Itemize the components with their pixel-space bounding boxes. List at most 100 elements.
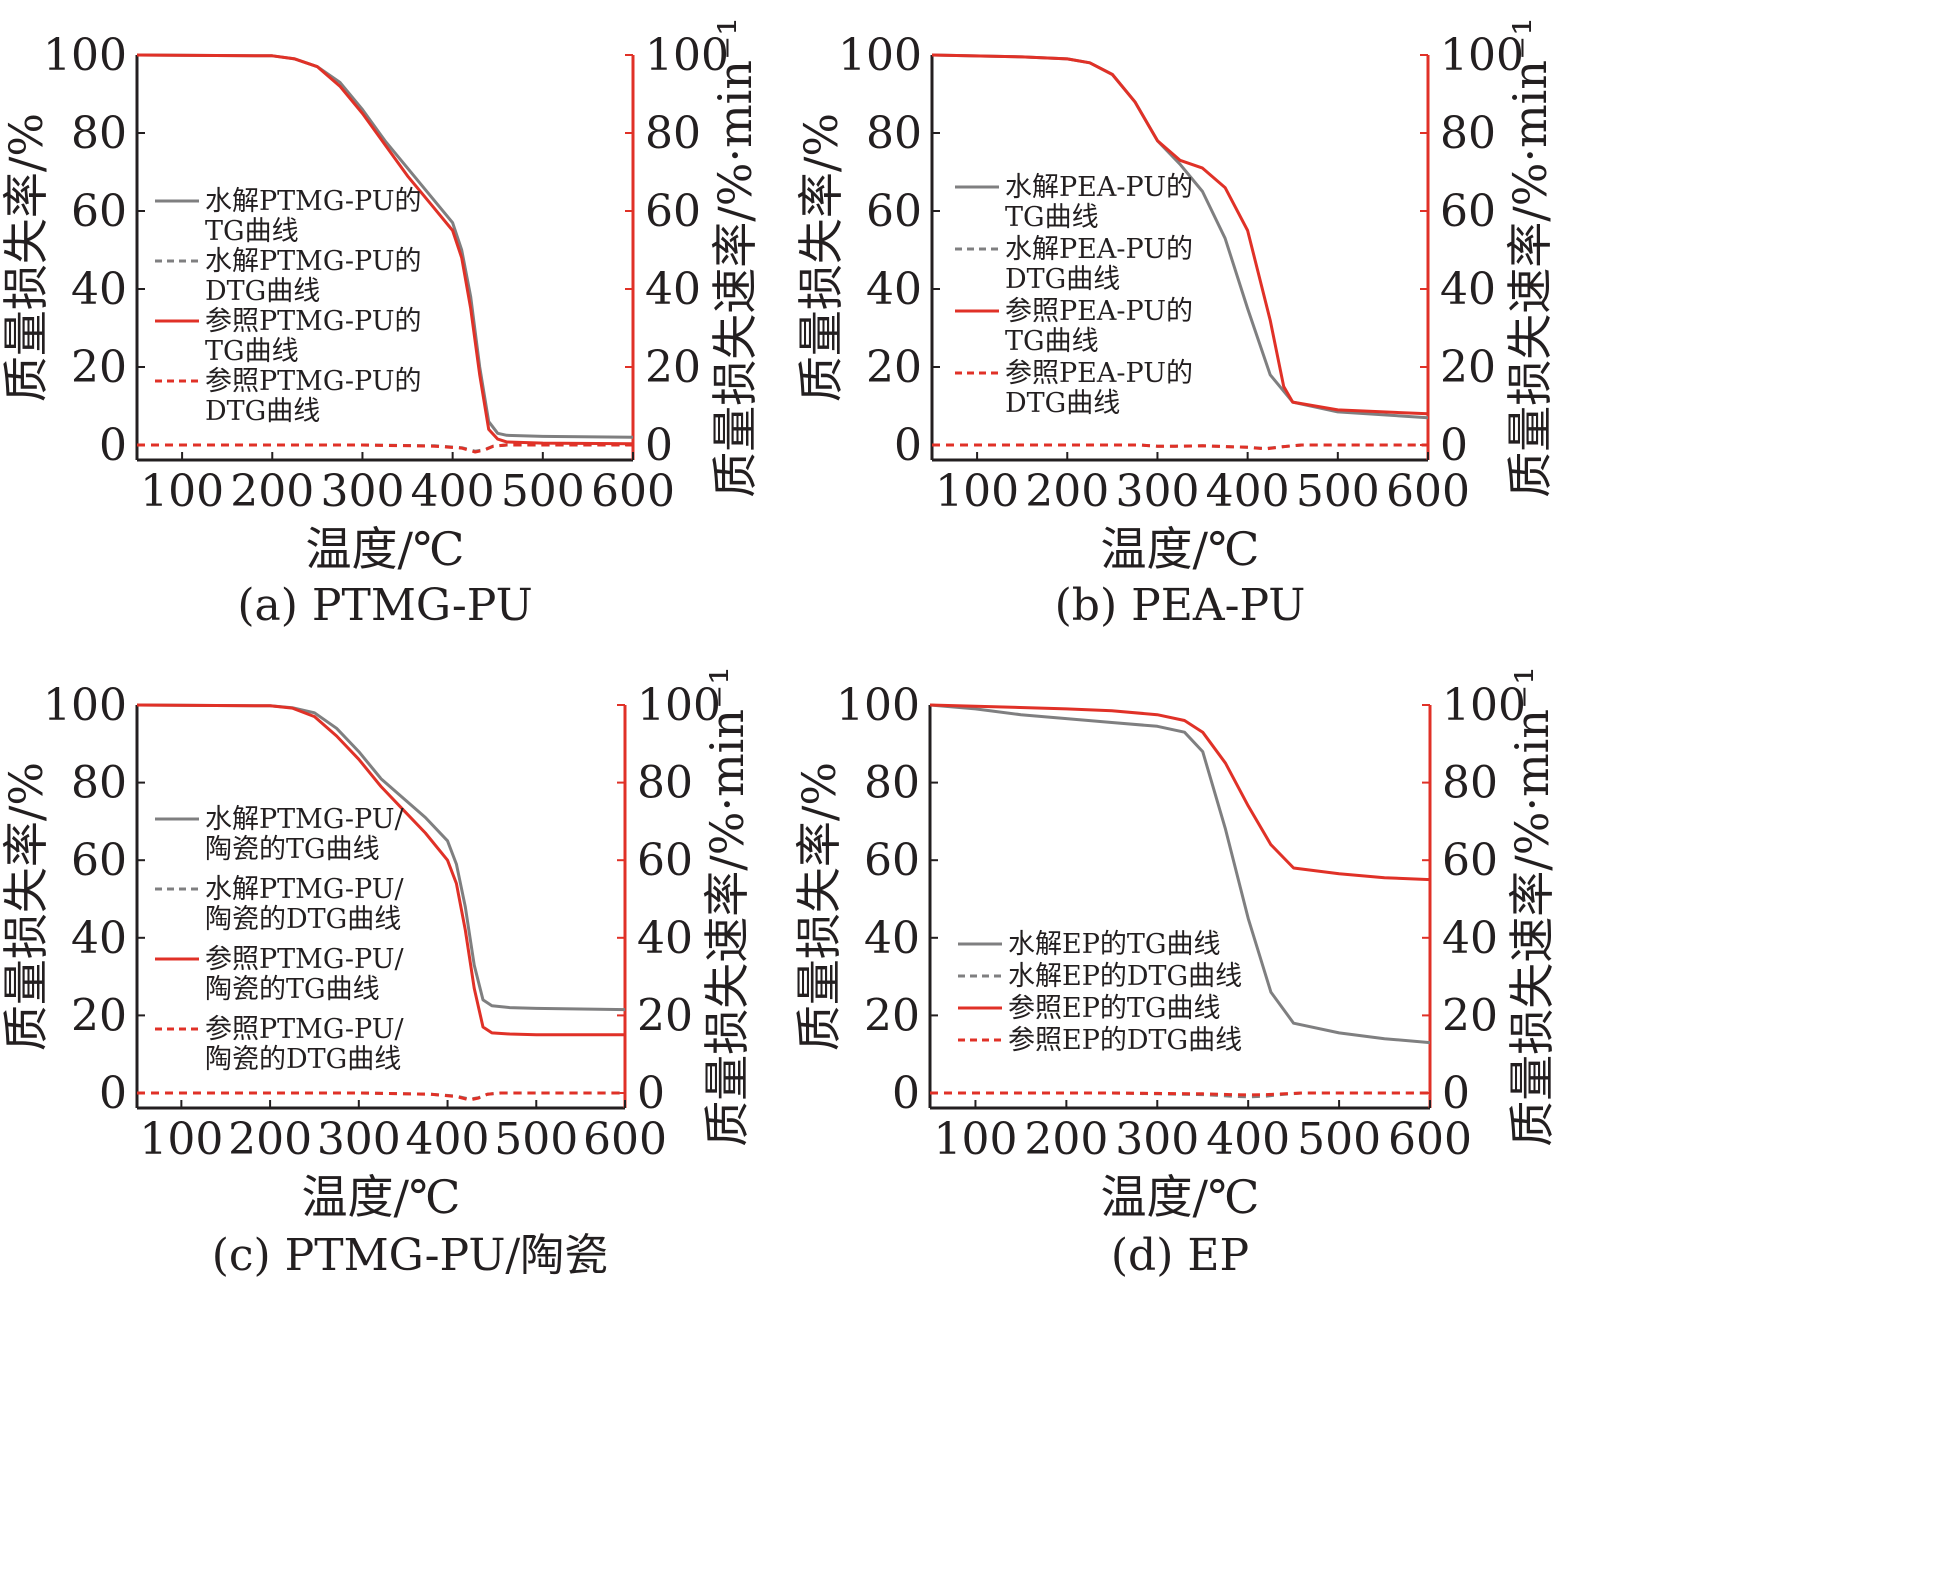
y-tick-right-label: 80 xyxy=(645,108,701,159)
y-tick-right-label: 0 xyxy=(637,1068,665,1119)
y-tick-label: 40 xyxy=(71,913,127,964)
y-axis-right-label: 质量损失速率/%·min⁻¹ xyxy=(1505,666,1559,1147)
legend-entry: 水解PEA-PU的 xyxy=(1005,234,1193,265)
series-line xyxy=(930,703,1430,882)
x-tick-label: 300 xyxy=(1115,1114,1199,1165)
x-tick-label: 600 xyxy=(583,1114,667,1165)
y-axis-right-label: 质量损失速率/%·min⁻¹ xyxy=(700,666,754,1147)
x-tick-label: 100 xyxy=(140,466,224,517)
legend-entry: 水解PTMG-PU/ xyxy=(205,874,404,905)
series-line xyxy=(137,53,633,446)
x-tick-label: 600 xyxy=(1386,466,1470,517)
y-axis-label: 质量损失率/% xyxy=(0,762,53,1051)
legend-entry: 陶瓷的TG曲线 xyxy=(205,974,380,1005)
series-line xyxy=(930,703,1430,1045)
y-tick-label: 0 xyxy=(892,1068,920,1119)
legend-entry: 水解EP的DTG曲线 xyxy=(1008,961,1242,992)
y-tick-right-label: 80 xyxy=(1440,108,1496,159)
tg-dtg-figure: 100 200 300 400 500 6000204060801000204060801… xyxy=(0,17,1559,1281)
y-tick-right-label: 0 xyxy=(1440,420,1468,471)
legend-entry: 陶瓷的DTG曲线 xyxy=(205,904,401,935)
y-tick-right-label: 80 xyxy=(637,758,693,809)
legend-entry: TG曲线 xyxy=(205,216,299,247)
legend-entry: TG曲线 xyxy=(205,336,299,367)
legend-entry: 参照EP的TG曲线 xyxy=(1008,993,1220,1024)
y-tick-right-label: 100 xyxy=(637,680,721,731)
y-tick-label: 100 xyxy=(43,30,127,81)
legend-entry: 参照PTMG-PU/ xyxy=(205,1014,404,1045)
x-tick-label: 600 xyxy=(591,466,675,517)
series-line xyxy=(932,443,1428,451)
series-line xyxy=(137,1091,625,1102)
legend-entry: DTG曲线 xyxy=(1005,388,1120,419)
y-tick-label: 40 xyxy=(71,264,127,315)
y-tick-label: 80 xyxy=(866,108,922,159)
y-tick-label: 60 xyxy=(864,835,920,886)
chart-panel: 100 200 300 400 500 6000204060801000204060801… xyxy=(792,666,1559,1281)
x-tick-label: 300 xyxy=(317,1114,401,1165)
y-tick-label: 0 xyxy=(99,1068,127,1119)
y-tick-right-label: 60 xyxy=(1442,835,1498,886)
y-tick-right-label: 40 xyxy=(1442,913,1498,964)
legend-entry: TG曲线 xyxy=(1005,326,1099,357)
panel-caption: (a) PTMG-PU xyxy=(237,580,532,631)
x-tick-label: 500 xyxy=(1296,466,1380,517)
chart-panel: 100 200 300 400 500 6000204060801000204060801… xyxy=(794,17,1557,631)
legend-entry: 参照PEA-PU的 xyxy=(1005,358,1193,389)
x-tick-label: 100 xyxy=(935,466,1019,517)
series-line xyxy=(932,53,1428,416)
x-axis-label: 温度/℃ xyxy=(1101,1170,1260,1224)
y-tick-right-label: 100 xyxy=(1440,30,1524,81)
x-tick-label: 400 xyxy=(1206,1114,1290,1165)
legend-entry: 水解PTMG-PU的 xyxy=(205,246,421,277)
series-line xyxy=(930,1091,1430,1099)
legend-entry: TG曲线 xyxy=(1005,202,1099,233)
y-tick-label: 40 xyxy=(864,913,920,964)
legend-entry: 参照PTMG-PU的 xyxy=(205,306,421,337)
x-tick-label: 100 xyxy=(933,1114,1017,1165)
y-tick-label: 80 xyxy=(71,108,127,159)
y-tick-right-label: 20 xyxy=(1440,342,1496,393)
y-tick-right-label: 60 xyxy=(1440,186,1496,237)
y-tick-right-label: 20 xyxy=(637,990,693,1041)
legend-entry: DTG曲线 xyxy=(205,396,320,427)
x-tick-label: 200 xyxy=(1025,466,1109,517)
y-tick-label: 60 xyxy=(71,835,127,886)
x-tick-label: 200 xyxy=(1024,1114,1108,1165)
y-tick-right-label: 40 xyxy=(637,913,693,964)
legend-entry: DTG曲线 xyxy=(1005,264,1120,295)
y-tick-right-label: 100 xyxy=(1442,680,1526,731)
series-line xyxy=(137,703,625,1037)
x-tick-label: 200 xyxy=(228,1114,312,1165)
chart-panel: 100 200 300 400 500 6000204060801000204060801… xyxy=(0,17,762,631)
x-tick-label: 400 xyxy=(1206,466,1290,517)
panel-caption: (c) PTMG-PU/陶瓷 xyxy=(212,1230,609,1281)
panel-caption: (b) PEA-PU xyxy=(1055,580,1306,631)
y-axis-right-label: 质量损失速率/%·min⁻¹ xyxy=(1503,17,1557,498)
x-tick-label: 600 xyxy=(1388,1114,1472,1165)
panel-caption: (d) EP xyxy=(1111,1230,1249,1281)
legend-entry: 水解PTMG-PU的 xyxy=(205,186,421,217)
x-tick-label: 400 xyxy=(406,1114,490,1165)
y-axis-label: 质量损失率/% xyxy=(794,113,848,402)
x-tick-label: 500 xyxy=(1297,1114,1381,1165)
y-axis-label: 质量损失率/% xyxy=(0,113,53,402)
y-tick-right-label: 40 xyxy=(645,264,701,315)
x-tick-label: 300 xyxy=(1115,466,1199,517)
x-tick-label: 500 xyxy=(501,466,585,517)
series-line xyxy=(930,1091,1430,1097)
legend-entry: 参照EP的DTG曲线 xyxy=(1008,1025,1242,1056)
y-tick-label: 20 xyxy=(71,342,127,393)
y-tick-right-label: 20 xyxy=(645,342,701,393)
y-tick-label: 100 xyxy=(838,30,922,81)
legend-entry: 参照PTMG-PU/ xyxy=(205,944,404,975)
y-tick-right-label: 0 xyxy=(645,420,673,471)
y-tick-label: 20 xyxy=(864,990,920,1041)
y-tick-right-label: 0 xyxy=(1442,1068,1470,1119)
y-tick-right-label: 60 xyxy=(637,835,693,886)
x-tick-label: 300 xyxy=(320,466,404,517)
x-axis-label: 温度/℃ xyxy=(302,1170,461,1224)
legend-entry: 水解PTMG-PU/ xyxy=(205,804,404,835)
legend-entry: 陶瓷的DTG曲线 xyxy=(205,1044,401,1075)
y-tick-label: 80 xyxy=(864,758,920,809)
